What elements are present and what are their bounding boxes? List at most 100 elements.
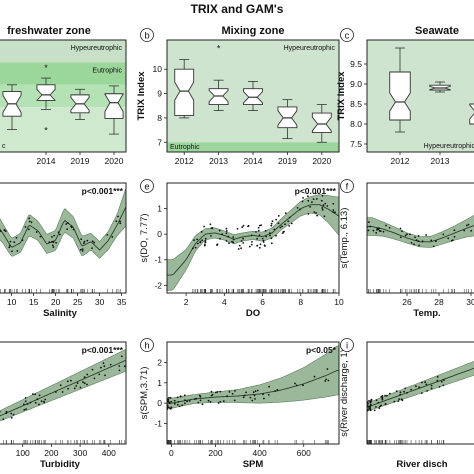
data-point-d-8 — [81, 250, 84, 252]
y-tick-label-c-1: 8.0 — [350, 119, 362, 129]
panel-letter-circle-b — [140, 28, 154, 42]
x-tick-label-e-4: 10 — [334, 297, 344, 307]
data-point-e-102 — [262, 239, 265, 242]
data-point-g-48 — [12, 413, 15, 416]
data-point-f-13 — [401, 230, 403, 233]
data-point-i-48 — [442, 384, 445, 387]
y-tick-label-e-0: -2 — [154, 280, 162, 290]
data-point-f-10 — [382, 230, 385, 233]
data-point-e-94 — [256, 244, 259, 247]
panel-frame-h — [166, 341, 340, 445]
data-point-g-7 — [104, 374, 106, 377]
data-point-f-29 — [447, 237, 450, 240]
data-point-g-41 — [83, 376, 86, 378]
x-tick-label-g-1: 200 — [44, 448, 58, 458]
data-point-g-21 — [109, 363, 112, 366]
data-point-e-55 — [322, 204, 325, 207]
p-value-d: p<0.001*** — [82, 186, 124, 196]
trophic-band-b-1 — [167, 142, 339, 152]
data-point-e-53 — [313, 211, 316, 214]
data-point-d-31 — [51, 241, 53, 243]
data-point-e-83 — [332, 209, 335, 211]
data-point-e-60 — [200, 231, 203, 233]
data-point-i-25 — [395, 390, 398, 392]
data-point-e-69 — [299, 208, 301, 211]
x-tick-label-e-2: 6 — [260, 297, 265, 307]
panel-letter-f: f — [346, 182, 349, 193]
data-point-i-37 — [380, 404, 382, 407]
y-tick-label-b-3: 10 — [153, 64, 163, 74]
trophic-band-a-1 — [0, 62, 126, 85]
data-point-e-92 — [302, 197, 304, 199]
confidence-band-f — [367, 214, 474, 248]
data-point-e-80 — [307, 199, 310, 202]
data-point-e-89 — [281, 225, 283, 228]
x-tick-label-d-2: 20 — [51, 297, 61, 307]
data-point-e-76 — [277, 215, 280, 217]
y-tick-label-b-1: 8 — [157, 113, 162, 123]
data-point-g-8 — [10, 416, 13, 419]
data-point-d-35 — [91, 247, 93, 250]
x-tick-label-c-1: 2013 — [431, 156, 450, 166]
data-point-i-2 — [375, 406, 377, 408]
data-point-d-17 — [51, 244, 54, 247]
data-point-f-19 — [435, 240, 437, 243]
data-point-e-45 — [221, 233, 224, 236]
data-point-e-68 — [242, 242, 245, 244]
data-point-e-24 — [270, 222, 273, 225]
data-point-d-20 — [39, 235, 42, 238]
panel-frame-c — [366, 39, 474, 153]
trophic-band-c-0 — [367, 40, 474, 152]
data-point-e-105 — [277, 222, 280, 225]
data-point-h-14 — [231, 392, 234, 395]
data-point-h-55 — [219, 390, 222, 393]
box-b-2019 — [277, 106, 298, 129]
data-point-d-6 — [79, 248, 82, 251]
trophic-band-a-0 — [0, 40, 126, 63]
data-point-h-82 — [184, 402, 186, 405]
panel-frame-i — [366, 341, 474, 445]
y-tick-label-h-0: -1 — [154, 419, 162, 429]
panel-letter-e: e — [144, 182, 149, 193]
data-point-i-61 — [440, 380, 443, 383]
x-tick-label-b-1: 2013 — [209, 156, 228, 166]
data-point-e-111 — [255, 231, 257, 233]
data-point-g-49 — [29, 401, 32, 404]
data-point-g-17 — [5, 412, 8, 415]
data-point-g-12 — [32, 393, 34, 395]
data-point-d-1 — [8, 246, 11, 249]
data-point-e-13 — [261, 237, 264, 240]
y-tick-label-c-2: 8.5 — [350, 99, 362, 109]
data-point-g-19 — [86, 373, 89, 376]
data-point-e-85 — [273, 228, 276, 231]
data-point-h-15 — [327, 379, 330, 382]
data-point-h-47 — [179, 395, 182, 398]
data-point-i-54 — [369, 400, 372, 402]
data-point-e-67 — [270, 237, 273, 240]
data-point-d-34 — [28, 228, 30, 231]
panel-letter-circle-i — [340, 338, 354, 352]
plot-area-a: ** — [0, 40, 126, 152]
smooth-curve-i — [367, 367, 474, 408]
data-point-e-46 — [237, 248, 240, 250]
data-point-d-53 — [86, 239, 89, 242]
data-point-i-18 — [368, 407, 371, 410]
data-point-h-79 — [325, 378, 328, 381]
data-point-d-27 — [52, 246, 55, 249]
data-point-h-60 — [170, 406, 173, 409]
data-point-g-25 — [70, 379, 72, 382]
data-point-e-64 — [248, 245, 251, 248]
data-point-d-0 — [57, 231, 60, 234]
x-axis-label-e: DO — [246, 308, 260, 319]
x-tick-label-d-0: 10 — [7, 297, 17, 307]
plot-area-f — [367, 214, 474, 293]
data-point-i-66 — [436, 379, 439, 382]
data-point-g-30 — [44, 398, 47, 401]
data-point-f-23 — [453, 229, 456, 232]
data-point-d-41 — [35, 231, 38, 233]
data-point-e-19 — [203, 225, 206, 228]
panel-letter-circle-h — [140, 338, 154, 352]
data-point-f-40 — [409, 233, 411, 236]
data-point-d-48 — [53, 234, 56, 237]
